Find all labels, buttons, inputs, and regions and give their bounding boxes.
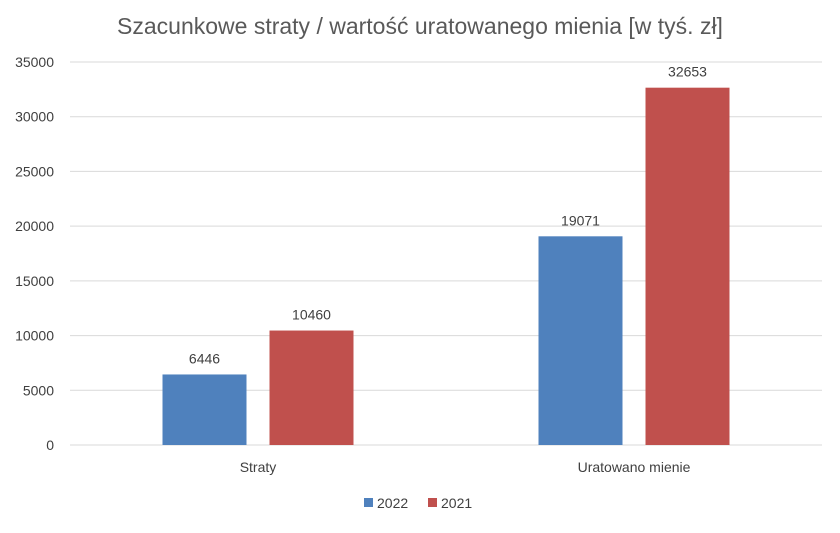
- bar-2021-1: [645, 87, 730, 445]
- x-category-label: Uratowano mienie: [578, 459, 691, 475]
- data-label: 10460: [292, 307, 331, 323]
- y-tick-label: 15000: [15, 273, 54, 289]
- data-label: 19071: [561, 212, 600, 228]
- y-axis-ticks: 0 5000 10000 15000 20000 25000 30000 35000: [15, 54, 54, 453]
- legend: 2022 2021: [364, 495, 472, 511]
- y-tick-label: 35000: [15, 54, 54, 70]
- y-tick-label: 10000: [15, 328, 54, 344]
- y-tick-label: 30000: [15, 109, 54, 125]
- chart-title: Szacunkowe straty / wartość uratowanego …: [117, 13, 723, 39]
- y-tick-label: 20000: [15, 218, 54, 234]
- data-label: 32653: [668, 64, 707, 80]
- x-category-label: Straty: [240, 459, 277, 475]
- bars: [162, 87, 730, 445]
- bar-2022-1: [538, 236, 623, 445]
- legend-swatch-2021: [428, 498, 437, 507]
- y-tick-label: 5000: [23, 382, 54, 398]
- legend-swatch-2022: [364, 498, 373, 507]
- legend-label: 2021: [441, 495, 472, 511]
- data-labels: 6446 10460 19071 32653: [189, 64, 707, 367]
- bar-2021-0: [269, 330, 354, 445]
- data-label: 6446: [189, 350, 220, 366]
- y-tick-label: 25000: [15, 163, 54, 179]
- bar-2022-0: [162, 374, 247, 445]
- x-axis-categories: Straty Uratowano mienie: [240, 459, 691, 475]
- y-tick-label: 0: [46, 437, 54, 453]
- legend-label: 2022: [377, 495, 408, 511]
